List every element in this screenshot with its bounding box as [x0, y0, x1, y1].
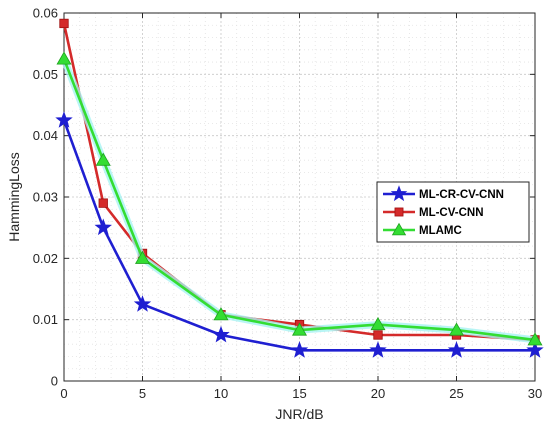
star-marker	[55, 111, 73, 128]
x-tick-label: 10	[214, 386, 228, 401]
square-marker	[59, 18, 69, 29]
y-tick-label: 0.03	[33, 190, 58, 205]
x-axis-label: JNR/dB	[275, 406, 323, 422]
legend: ML-CR-CV-CNN ML-CV-CNN MLAMC	[376, 181, 530, 243]
star-marker	[526, 341, 544, 358]
x-tick-label: 25	[449, 386, 463, 401]
legend-label: ML-CR-CV-CNN	[419, 189, 504, 201]
triangle-marker	[134, 250, 151, 264]
triangle-marker	[213, 307, 229, 321]
series-layer	[55, 18, 544, 358]
legend-label: MLAMC	[419, 225, 462, 237]
y-tick-label: 0.06	[33, 6, 58, 21]
triangle-marker	[291, 322, 308, 336]
y-tick-label: 0.01	[33, 312, 58, 327]
star-marker	[212, 325, 230, 343]
axis-ticks: 0 5 10 15 20 25 30 0 0.01 0.02 0.03 0.04 0.05 0.06	[33, 6, 543, 402]
x-tick-label: 20	[371, 386, 385, 401]
legend-item: MLAMC	[383, 222, 462, 237]
legend-label: ML-CV-CNN	[419, 207, 484, 219]
x-tick-label: 5	[139, 386, 146, 401]
series-mlamc	[56, 51, 543, 346]
y-tick-label: 0	[51, 374, 58, 389]
y-axis-label: HammingLoss	[6, 152, 22, 241]
square-marker	[373, 330, 383, 340]
star-marker	[447, 341, 466, 358]
y-tick-label: 0.02	[33, 251, 58, 266]
square-marker	[394, 207, 404, 217]
square-marker	[98, 198, 108, 208]
star-marker	[94, 218, 112, 236]
y-tick-label: 0.04	[33, 128, 58, 143]
triangle-marker	[448, 322, 465, 336]
star-marker	[369, 341, 387, 358]
star-marker	[133, 295, 152, 312]
triangle-marker	[527, 332, 543, 346]
triangle-marker	[95, 152, 111, 166]
legend-item: ML-CV-CNN	[383, 207, 484, 219]
triangle-marker	[391, 222, 407, 236]
triangle-marker	[56, 51, 72, 65]
series-line	[62, 58, 536, 342]
x-tick-label: 0	[60, 386, 67, 401]
series-line	[62, 119, 535, 352]
star-marker	[290, 341, 309, 358]
triangle-marker	[370, 316, 386, 331]
y-tick-label: 0.05	[33, 67, 58, 82]
legend-item: ML-CR-CV-CNN	[383, 185, 504, 202]
x-tick-label: 30	[528, 386, 542, 401]
star-marker	[390, 185, 408, 202]
series-ml-cr-cv-cnn	[55, 111, 544, 358]
x-tick-label: 15	[292, 386, 306, 401]
